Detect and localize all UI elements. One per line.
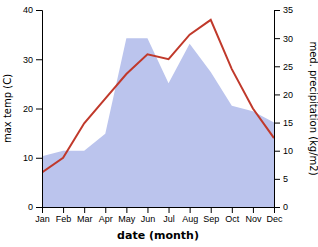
- tick-mark: [211, 207, 212, 213]
- tick-mark: [36, 109, 42, 110]
- marks: [42, 20, 274, 207]
- tick-mark: [274, 38, 280, 39]
- plot: JanFebMarAprMayJunJulAugSepOctNovDec0102…: [23, 5, 293, 224]
- axis-domain: [43, 208, 275, 214]
- tick: Oct: [225, 207, 240, 224]
- tick-label: Feb: [56, 214, 72, 224]
- tick: Aug: [182, 207, 198, 224]
- tick: 30: [274, 34, 293, 44]
- tick-label: Jan: [35, 214, 50, 224]
- tick-mark: [126, 207, 127, 213]
- precip-area: [42, 38, 274, 207]
- chart: JanFebMarAprMayJunJulAugSepOctNovDec0102…: [0, 0, 318, 247]
- tick-label: Oct: [225, 214, 240, 224]
- tick: 20: [274, 90, 293, 100]
- tick: Apr: [99, 207, 113, 224]
- tick-mark: [63, 207, 64, 213]
- tick: 15: [274, 118, 293, 128]
- tick-label: 20: [23, 104, 33, 114]
- y-label: max temp (C): [2, 74, 13, 143]
- x-axis: Jan Feb Mar Apr May Jun Jul Aug Sep Oct Nov Dec: [35, 207, 283, 224]
- tick: 40: [23, 5, 42, 15]
- tick-label: 25: [283, 62, 293, 72]
- x-label: date (month): [117, 229, 199, 242]
- tick-mark: [232, 207, 233, 213]
- tick: Sep: [203, 207, 219, 224]
- tick-mark: [36, 158, 42, 159]
- tick: 30: [23, 55, 42, 65]
- tick-mark: [190, 207, 191, 213]
- tick-label: Mar: [77, 214, 93, 224]
- tick-label: 30: [283, 34, 293, 44]
- tick-mark: [274, 179, 280, 180]
- axis-domain: [36, 11, 43, 208]
- tick-label: 10: [283, 146, 293, 156]
- tick: 25: [274, 62, 293, 72]
- tick-label: Apr: [99, 214, 113, 224]
- tick-mark: [147, 207, 148, 213]
- tick: May: [118, 207, 136, 224]
- tick-label: 0: [28, 202, 33, 212]
- tick-label: 15: [283, 118, 293, 128]
- tick-label: Aug: [182, 214, 198, 224]
- tick-mark: [105, 207, 106, 213]
- tick: Mar: [77, 207, 93, 224]
- tick-label: 30: [23, 55, 33, 65]
- y2-axis: 0 5 10 15 20 25 30 35: [274, 5, 293, 212]
- tick-mark: [274, 94, 280, 95]
- tick-mark: [36, 59, 42, 60]
- tick-label: 0: [283, 202, 288, 212]
- tick-label: 5: [283, 174, 288, 184]
- tick-label: 35: [283, 5, 293, 15]
- tick-mark: [274, 66, 280, 67]
- tick-label: Nov: [245, 214, 262, 224]
- temp-line: [42, 20, 274, 173]
- tick: 0: [28, 202, 42, 212]
- tick-label: Jul: [163, 214, 175, 224]
- tick: 35: [274, 5, 293, 15]
- tick-mark: [274, 10, 280, 11]
- tick-mark: [253, 207, 254, 213]
- tick-label: 10: [23, 153, 33, 163]
- tick-mark: [36, 207, 42, 208]
- tick: 0: [274, 202, 288, 212]
- tick: Nov: [245, 207, 262, 224]
- tick-mark: [169, 207, 170, 213]
- tick: Dec: [266, 207, 283, 224]
- tick-label: Jun: [141, 214, 156, 224]
- tick-mark: [274, 151, 280, 152]
- tick-label: May: [118, 214, 136, 224]
- tick: 10: [23, 153, 42, 163]
- tick: Jun: [141, 207, 156, 224]
- tick: Feb: [56, 207, 72, 224]
- tick-mark: [36, 10, 42, 11]
- axis-domain: [275, 11, 281, 208]
- tick: Jan: [35, 207, 50, 224]
- tick: Jul: [163, 207, 175, 224]
- tick-mark: [274, 123, 280, 124]
- tick-mark: [274, 207, 280, 208]
- tick-label: 40: [23, 5, 33, 15]
- tick: 20: [23, 104, 42, 114]
- tick: 10: [274, 146, 293, 156]
- tick-label: Dec: [266, 214, 283, 224]
- tick-label: 20: [283, 90, 293, 100]
- tick-mark: [84, 207, 85, 213]
- y-axis: 0 10 20 30 40: [23, 5, 43, 212]
- tick-label: Sep: [203, 214, 219, 224]
- tick: 5: [274, 174, 288, 184]
- y2-label: med. precipitation (kg/m2): [308, 41, 318, 175]
